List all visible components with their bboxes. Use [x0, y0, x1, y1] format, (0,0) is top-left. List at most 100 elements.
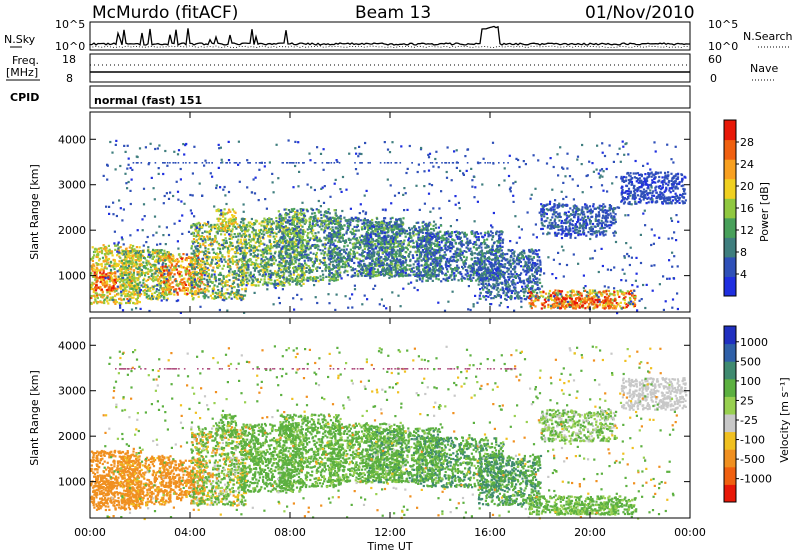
scatter-cell [265, 225, 268, 228]
scatter-cell [166, 297, 169, 300]
scatter-cell [407, 274, 411, 277]
scatter-cell [142, 261, 145, 264]
scatter-cell [280, 236, 284, 239]
scatter-cell [230, 248, 233, 251]
scatter-cell [316, 266, 319, 269]
scatter-cell [307, 242, 310, 245]
scatter-cell [264, 219, 267, 222]
scatter-cell [105, 284, 108, 287]
scatter-cell [294, 244, 297, 247]
scatter-cell [303, 259, 306, 262]
scatter-cell [298, 216, 301, 219]
scatter-cell [162, 255, 165, 258]
scatter-cell [317, 210, 320, 213]
scatter-cell [397, 259, 400, 262]
scatter-cell [201, 268, 204, 271]
scatter-cell [308, 266, 311, 270]
scatter-cell [164, 254, 167, 257]
scatter-cell [283, 208, 286, 211]
scatter-cell [185, 257, 188, 260]
scatter-cell [190, 247, 193, 250]
scatter-cell [291, 278, 294, 281]
scatter-cell [155, 266, 158, 269]
scatter-cell [342, 239, 345, 242]
scatter-cell [220, 233, 223, 236]
scatter-cell [181, 281, 184, 284]
scatter-cell [111, 287, 114, 290]
scatter-cell [415, 250, 418, 253]
scatter-cell [404, 246, 407, 249]
scatter-cell [411, 227, 414, 230]
scatter-cell [388, 272, 392, 276]
scatter-cell [391, 251, 394, 254]
scatter-cell [353, 254, 356, 257]
scatter-cell [203, 297, 206, 300]
scatter-cell [266, 270, 269, 273]
scatter-cell [383, 220, 386, 223]
scatter-cell [228, 296, 231, 299]
scatter-cell [339, 235, 342, 238]
scatter-cell [432, 267, 435, 270]
scatter-cell [313, 215, 316, 218]
scatter-cell [418, 226, 421, 229]
scatter-cell [445, 236, 448, 239]
scatter-cell [346, 228, 349, 231]
scatter-cell [259, 249, 262, 252]
scatter-cell [196, 273, 199, 276]
scatter-cell [358, 265, 361, 268]
scatter-cell [306, 236, 310, 239]
scatter-cell [192, 223, 195, 226]
scatter-cell [142, 285, 145, 288]
scatter-cell [296, 268, 299, 271]
scatter-cell [366, 224, 369, 227]
scatter-cell [330, 254, 333, 257]
scatter-cell [341, 225, 344, 228]
scatter-cell [300, 280, 303, 283]
scatter-cell [116, 288, 119, 291]
scatter-cell [394, 271, 397, 274]
scatter-cell [120, 261, 123, 264]
scatter-cell [325, 226, 328, 229]
scatter-cell [126, 267, 129, 270]
scatter-cell [423, 228, 427, 231]
scatter-cell [312, 237, 315, 240]
scatter-cell [272, 235, 275, 238]
scatter-cell [139, 281, 142, 284]
scatter-cell [182, 284, 185, 287]
scatter-cell [306, 210, 309, 213]
scatter-cell [202, 295, 205, 298]
scatter-cell [283, 240, 286, 243]
scatter-cell [149, 256, 152, 259]
scatter-cell [370, 268, 373, 271]
scatter-cell [278, 228, 281, 231]
scatter-cell [418, 250, 421, 254]
scatter-cell [159, 284, 162, 287]
scatter-cell [96, 253, 99, 256]
scatter-cell [245, 266, 248, 269]
scatter-cell [215, 258, 218, 261]
scatter-cell [204, 262, 207, 266]
scatter-cell [297, 277, 300, 280]
scatter-cell [278, 217, 281, 220]
scatter-cell [434, 256, 437, 259]
scatter-cell [253, 237, 256, 240]
scatter-cell [441, 234, 444, 237]
scatter-cell [285, 245, 289, 248]
scatter-cell [136, 299, 139, 302]
scatter-cell [197, 234, 200, 237]
scatter-cell [211, 238, 214, 241]
scatter-cell [135, 286, 138, 289]
scatter-cell [243, 254, 246, 257]
scatter-cell [298, 282, 301, 285]
scatter-cell [438, 248, 441, 251]
nave-tick-high: 60 [708, 53, 722, 66]
scatter-cell [334, 209, 337, 212]
scatter-cell [162, 288, 165, 291]
scatter-cell [402, 256, 405, 259]
scatter-cell [319, 275, 322, 278]
scatter-cell [433, 251, 436, 255]
scatter-cell [295, 255, 298, 259]
scatter-cell [304, 247, 307, 250]
scatter-cell [251, 238, 254, 241]
